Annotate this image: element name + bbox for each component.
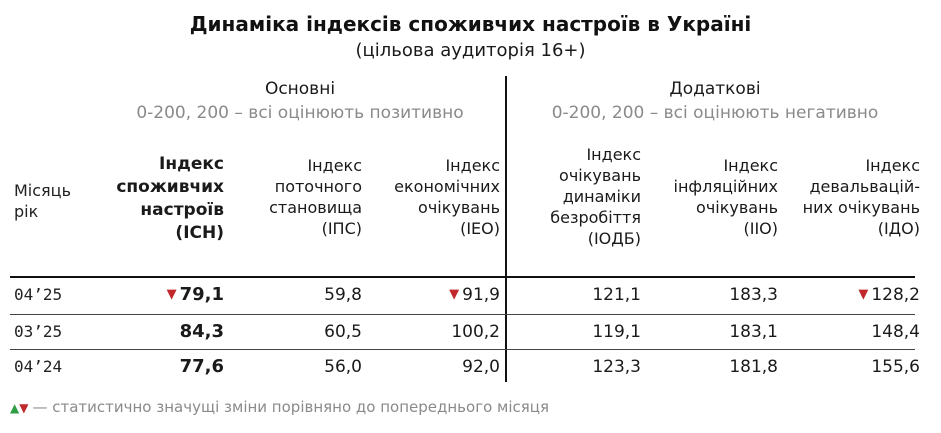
cell-iio: 183,1 (729, 322, 778, 342)
table-subtitle: (цільова аудиторія 16+) (355, 40, 586, 61)
col-header-ido: Індекс девальвацій- них очікувань (ІДО) (802, 156, 920, 238)
cell-month: 04’24 (14, 357, 63, 376)
cell-ips: 59,8 (324, 285, 362, 305)
cell-ieo: 100,2 (451, 322, 500, 342)
cell-ido: 155,6 (871, 357, 920, 377)
col-header-iio: Індекс інфляційних очікувань (ІІО) (673, 156, 779, 238)
cell-isn: 77,6 (179, 356, 224, 377)
up-triangle-icon: ▲ (10, 401, 20, 415)
down-triangle-icon: ▼ (19, 401, 29, 415)
col-header-month: Місяць рік (14, 181, 71, 221)
col-header-ieo: Індекс економічних очікувань (ІЕО) (394, 156, 500, 238)
down-triangle-icon: ▼ (449, 287, 460, 302)
cell-ieo: 92,0 (462, 357, 500, 377)
group-main-header: Основні 0-200, 200 – всі оцінюють позити… (100, 77, 500, 125)
col-header-iodb: Індекс очікувань динаміки безробіття (ІО… (550, 145, 641, 248)
group-divider (505, 76, 507, 382)
row-divider (10, 314, 915, 315)
table-title: Динаміка індексів споживчих настроїв в У… (189, 12, 752, 36)
col-header-isn: Індекс споживчих настроїв (ІСН) (116, 154, 224, 243)
group-extra-header: Додаткові 0-200, 200 – всі оцінюють нега… (510, 77, 920, 125)
cell-iodb: 121,1 (592, 285, 641, 305)
cell-month: 04’25 (14, 285, 63, 304)
row-divider (10, 349, 915, 350)
cell-ido: ▼ 128,2 (858, 285, 920, 305)
group-extra-range: 0-200, 200 – всі оцінюють негативно (551, 103, 879, 123)
cell-isn: 84,3 (179, 321, 224, 342)
cell-iio: 183,3 (729, 285, 778, 305)
cell-ieo: ▼ 91,9 (449, 285, 500, 305)
group-main-name: Основні (264, 79, 336, 99)
cell-iodb: 123,3 (592, 357, 641, 377)
header-divider (10, 276, 915, 278)
group-main-range: 0-200, 200 – всі оцінюють позитивно (136, 103, 464, 123)
down-triangle-icon: ▼ (858, 287, 869, 302)
cell-month: 03’25 (14, 322, 63, 341)
footnote: ▲▼ — статистично значущі зміни порівняно … (10, 398, 549, 416)
cell-ido: 148,4 (871, 322, 920, 342)
cell-ips: 56,0 (324, 357, 362, 377)
cell-iio: 181,8 (729, 357, 778, 377)
footnote-text: — статистично значущі зміни порівняно до… (32, 398, 550, 416)
col-header-ips: Індекс поточного становища (ІПС) (269, 156, 362, 238)
group-extra-name: Додаткові (669, 79, 761, 99)
cell-iodb: 119,1 (592, 322, 641, 342)
down-triangle-icon: ▼ (166, 287, 177, 302)
cell-isn: ▼ 79,1 (166, 284, 224, 305)
cell-ips: 60,5 (324, 322, 362, 342)
